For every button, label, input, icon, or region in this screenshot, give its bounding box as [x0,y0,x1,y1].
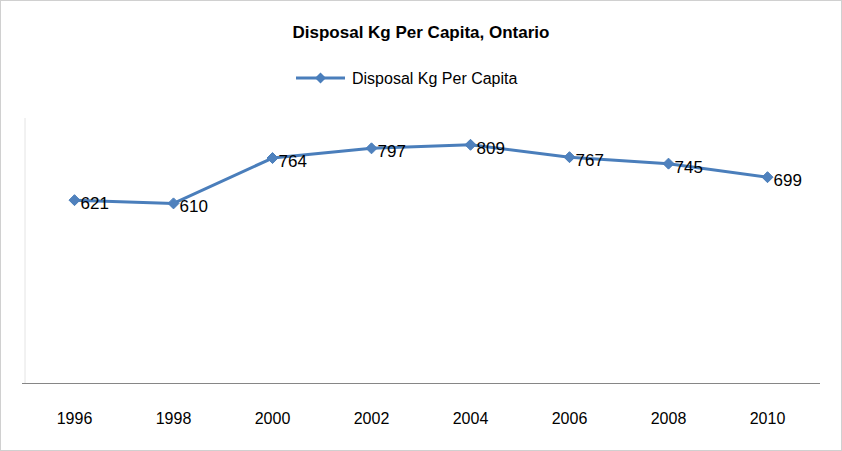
data-point [564,152,575,163]
x-tick-label: 2006 [552,410,588,427]
data-label: 809 [477,139,505,158]
x-tick-label: 2010 [750,410,786,427]
legend: Disposal Kg Per Capita [296,70,518,87]
x-tick-label: 2004 [453,410,489,427]
data-label: 764 [279,152,307,171]
data-label: 621 [81,194,109,213]
plot-data [69,139,773,209]
data-point [267,153,278,164]
data-labels: 621 610 764 797 809 767 745 699 [81,139,802,217]
data-point [663,158,674,169]
x-tick-label: 1998 [156,410,192,427]
series-line [75,145,768,204]
y-axis-line [25,118,26,383]
data-label: 767 [576,151,604,170]
data-label: 699 [774,171,802,190]
x-tick-label: 2002 [354,410,390,427]
data-label: 745 [675,158,703,177]
legend-marker [315,73,326,84]
data-point [465,139,476,150]
data-label: 797 [378,142,406,161]
data-point [168,198,179,209]
x-tick-label: 2008 [651,410,687,427]
data-point [762,172,773,183]
x-axis-line [22,383,820,384]
chart-title: Disposal Kg Per Capita, Ontario [293,23,550,42]
data-point [366,143,377,154]
chart-frame [1,1,842,451]
legend-label: Disposal Kg Per Capita [352,70,518,87]
x-tick-label: 1996 [57,410,93,427]
chart-container: Disposal Kg Per Capita, Ontario Disposal … [0,0,842,451]
data-point [69,195,80,206]
data-label: 610 [180,197,208,216]
chart-svg: Disposal Kg Per Capita, Ontario Disposal … [0,0,842,451]
x-tick-label: 2000 [255,410,291,427]
